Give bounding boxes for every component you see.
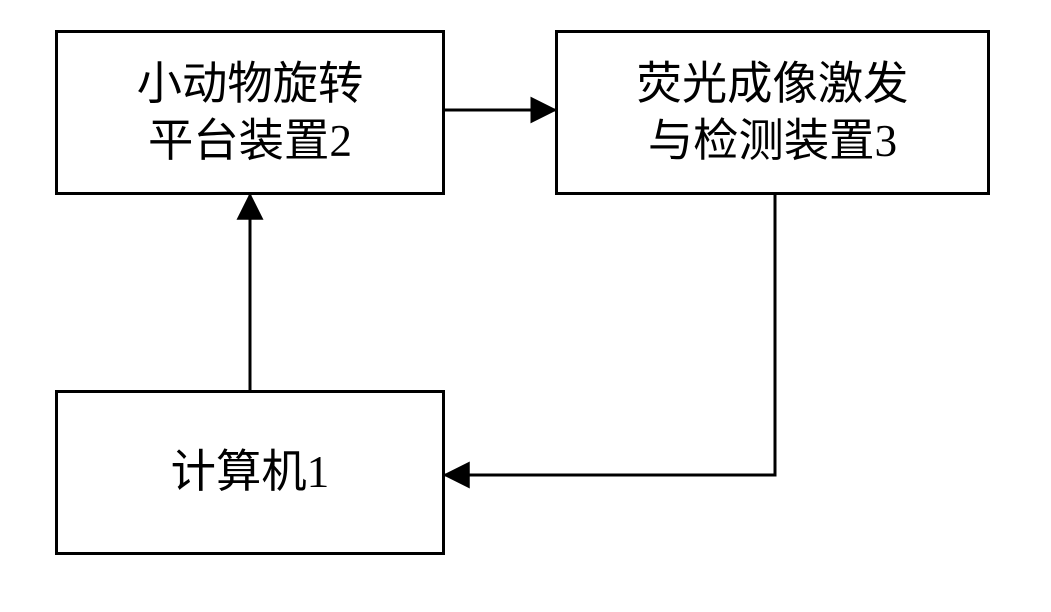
node-label: 荧光成像激发 与检测装置3 <box>637 56 909 169</box>
node-label: 计算机1 <box>171 444 330 501</box>
node-rotation-platform: 小动物旋转 平台装置2 <box>55 30 445 195</box>
node-fluorescence-device: 荧光成像激发 与检测装置3 <box>555 30 990 195</box>
node-computer: 计算机1 <box>55 390 445 555</box>
edge-fluorescence-to-computer <box>445 195 775 475</box>
node-label: 小动物旋转 平台装置2 <box>137 56 364 169</box>
diagram-canvas: 小动物旋转 平台装置2 荧光成像激发 与检测装置3 计算机1 <box>0 0 1051 612</box>
